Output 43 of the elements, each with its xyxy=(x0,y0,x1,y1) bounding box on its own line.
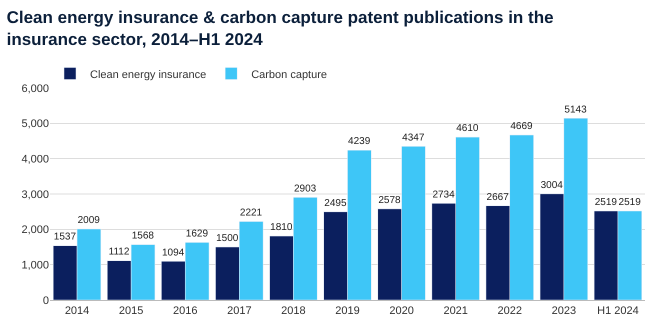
y-tick-label: 0 xyxy=(42,294,49,307)
data-label: 1094 xyxy=(162,247,185,258)
y-tick-label: 3,000 xyxy=(21,188,49,201)
data-label: 2519 xyxy=(618,197,642,208)
data-label: 2578 xyxy=(378,194,402,206)
data-label: 1537 xyxy=(54,232,76,243)
x-tick-label: 2014 xyxy=(64,305,90,318)
data-label: 1112 xyxy=(108,246,130,258)
data-label: 1500 xyxy=(216,233,239,244)
data-label: 1810 xyxy=(270,222,293,234)
x-tick-label: 2021 xyxy=(443,305,468,318)
legend-label: Clean energy insurance xyxy=(90,68,206,81)
x-tick-label: 2023 xyxy=(552,305,576,318)
data-label: 2009 xyxy=(78,215,100,226)
data-label: 2495 xyxy=(324,198,347,209)
x-tick-label: 2016 xyxy=(172,305,198,318)
data-label: 4610 xyxy=(456,123,479,134)
chart-title: Clean energy insurance & carbon capture patent publications in the insurance sector, 2014–H1 2024 xyxy=(6,8,554,50)
x-tick-label: 2019 xyxy=(335,305,360,318)
x-tick-label: H1 2024 xyxy=(597,305,639,318)
x-tick-label: 2022 xyxy=(498,305,522,318)
y-tick-label: 4,000 xyxy=(21,154,49,166)
x-tick-label: 2020 xyxy=(389,305,414,318)
data-label: 4669 xyxy=(510,121,534,132)
data-label: 2519 xyxy=(594,197,618,208)
data-label: 1629 xyxy=(186,228,208,240)
data-label: 5143 xyxy=(564,104,588,116)
data-label: 2903 xyxy=(294,183,317,194)
x-tick-label: 2015 xyxy=(118,305,144,318)
data-label: 4347 xyxy=(402,132,425,144)
data-label: 1568 xyxy=(132,230,154,242)
y-tick-label: 5,000 xyxy=(21,118,49,130)
data-label: 2734 xyxy=(432,189,456,200)
data-label: 2221 xyxy=(240,208,263,219)
data-label: 2667 xyxy=(486,192,510,203)
x-tick-label: 2017 xyxy=(227,305,252,318)
legend-label: Carbon capture xyxy=(251,68,328,81)
data-label: 3004 xyxy=(540,180,564,191)
data-label: 4239 xyxy=(348,136,371,148)
y-tick-label: 2,000 xyxy=(21,224,49,236)
x-tick-label: 2018 xyxy=(281,305,306,318)
y-tick-label: 6,000 xyxy=(21,82,49,95)
y-tick-label: 1,000 xyxy=(21,260,49,272)
